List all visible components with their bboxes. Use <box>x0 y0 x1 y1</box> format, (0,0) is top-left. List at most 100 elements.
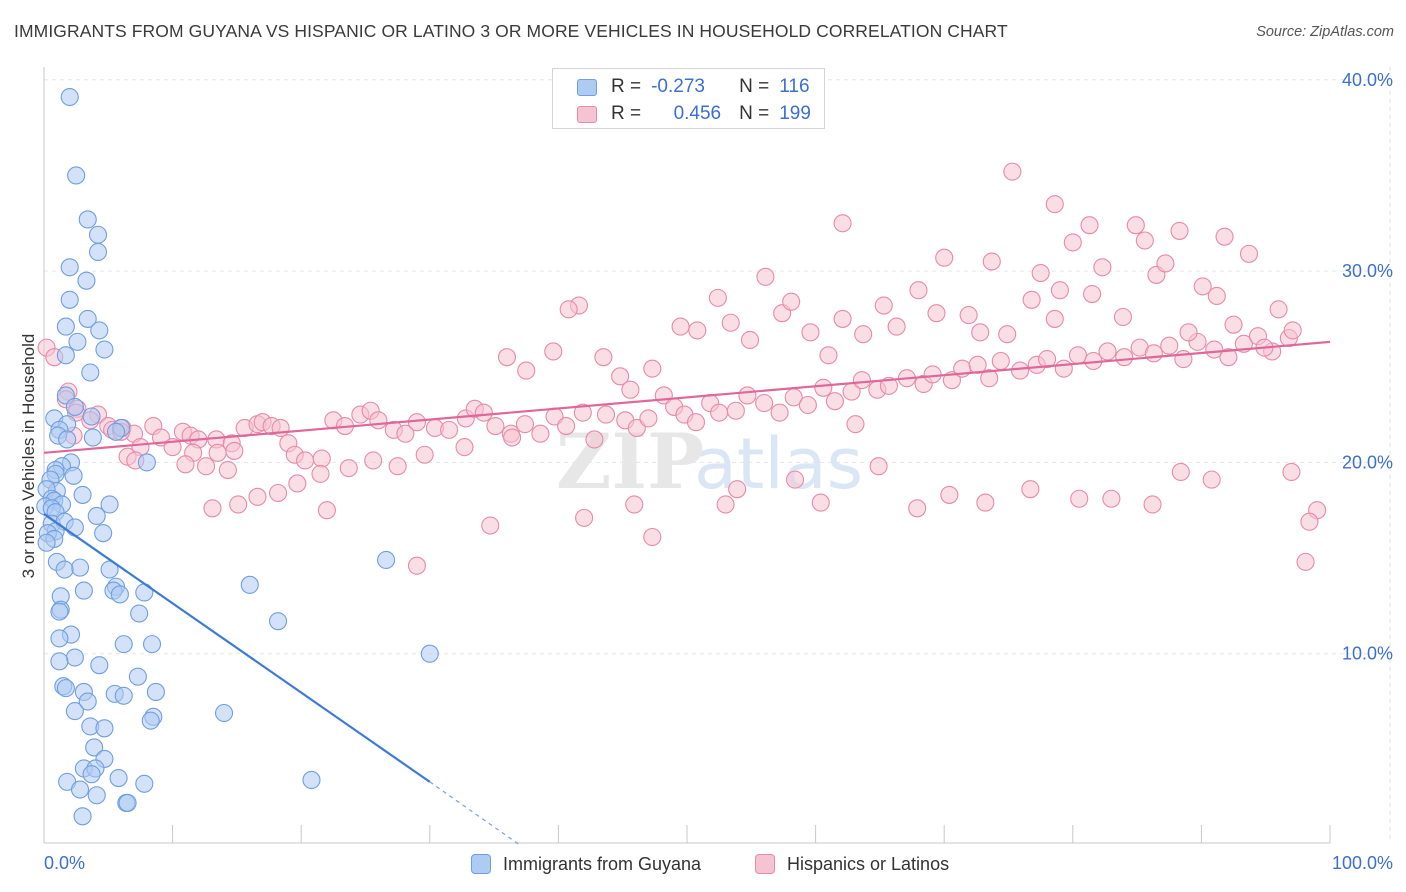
y-tick-label: 30.0% <box>1342 261 1393 281</box>
point-guyana <box>114 686 133 705</box>
point-hispanics <box>976 493 995 512</box>
point-hispanics <box>1219 348 1238 367</box>
point-hispanics <box>1205 340 1224 359</box>
point-hispanics <box>1102 489 1121 508</box>
point-guyana <box>109 768 128 788</box>
point-hispanics <box>388 457 407 476</box>
point-hispanics <box>369 411 388 430</box>
point-hispanics <box>755 394 774 413</box>
point-hispanics <box>1282 462 1301 482</box>
point-hispanics <box>312 449 331 468</box>
point-guyana <box>65 518 84 537</box>
point-guyana <box>377 550 396 570</box>
point-hispanics <box>415 445 434 464</box>
point-hispanics <box>296 451 315 470</box>
legend-item-guyana[interactable]: Immigrants from Guyana <box>471 852 701 876</box>
trend-line-hispanics <box>43 340 1331 454</box>
point-hispanics <box>1296 552 1315 571</box>
point-guyana <box>74 581 93 600</box>
point-guyana <box>58 430 77 449</box>
trend-line-guyana-extension <box>429 781 521 846</box>
trend-line-guyana <box>43 513 431 783</box>
point-guyana <box>50 652 69 671</box>
chart-title: IMMIGRANTS FROM GUYANA VS HISPANIC OR LA… <box>14 21 1008 41</box>
point-guyana <box>85 738 104 757</box>
point-guyana <box>106 422 126 441</box>
point-hispanics <box>1003 162 1022 181</box>
point-hispanics <box>1093 258 1112 277</box>
point-hispanics <box>559 300 578 319</box>
legend-row-hispanics: R = 0.456 N = 199 <box>577 102 811 126</box>
point-guyana <box>56 346 75 365</box>
y-tick-label: 20.0% <box>1342 452 1393 472</box>
point-hispanics <box>311 464 330 483</box>
point-guyana <box>64 466 83 485</box>
point-hispanics <box>1050 281 1069 300</box>
point-guyana <box>110 585 129 604</box>
point-hispanics <box>819 346 838 365</box>
point-hispanics <box>708 288 727 307</box>
point-guyana <box>94 524 113 543</box>
point-hispanics <box>594 348 613 367</box>
point-hispanics <box>825 392 844 411</box>
point-guyana <box>82 407 101 426</box>
point-hispanics <box>515 415 535 434</box>
point-guyana <box>141 711 160 730</box>
point-hispanics <box>927 304 946 323</box>
point-guyana <box>60 290 79 309</box>
point-guyana <box>114 635 133 654</box>
point-hispanics <box>1045 309 1064 328</box>
point-guyana <box>142 635 162 654</box>
r-value-hispanics: 0.456 <box>673 103 722 124</box>
x-tick-label-min: 0.0% <box>44 853 85 873</box>
point-guyana <box>82 765 101 784</box>
point-hispanics <box>1063 233 1082 252</box>
point-hispanics <box>852 371 871 390</box>
point-guyana <box>146 682 165 702</box>
point-hispanics <box>879 376 898 395</box>
point-hispanics <box>1144 344 1163 363</box>
point-hispanics <box>218 461 237 480</box>
legend-item-hispanics[interactable]: Hispanics or Latinos <box>755 852 949 876</box>
point-guyana <box>269 612 288 631</box>
point-hispanics <box>517 361 536 380</box>
r-value-guyana: -0.273 <box>651 76 705 97</box>
point-hispanics <box>585 430 604 449</box>
point-hispanics <box>481 516 500 535</box>
source-credit[interactable]: Source: ZipAtlas.com <box>1256 24 1394 40</box>
legend-label-hispanics: Hispanics or Latinos <box>787 853 950 874</box>
point-hispanics <box>782 292 801 311</box>
point-guyana <box>78 692 97 711</box>
point-guyana <box>55 560 74 579</box>
point-guyana <box>240 575 259 594</box>
point-hispanics <box>756 267 775 286</box>
r-label: R = <box>611 103 642 124</box>
point-hispanics <box>1068 346 1087 365</box>
point-guyana <box>50 602 69 621</box>
point-hispanics <box>998 325 1017 344</box>
point-hispanics <box>814 378 833 397</box>
tick-labels: 10.0% 20.0% 30.0% 40.0% 0.0% 100.0% <box>44 70 1393 873</box>
legend-swatch-guyana <box>577 78 597 96</box>
point-guyana <box>128 667 147 686</box>
point-hispanics <box>621 380 640 399</box>
point-hispanics <box>909 281 928 300</box>
point-hispanics <box>833 309 852 328</box>
point-hispanics <box>710 403 729 422</box>
point-hispanics <box>811 493 830 512</box>
y-tick-label: 40.0% <box>1342 70 1393 90</box>
point-guyana <box>60 258 79 277</box>
point-guyana <box>70 558 90 577</box>
point-guyana <box>83 428 102 447</box>
point-hispanics <box>1070 489 1089 508</box>
point-hispanics <box>1283 321 1302 340</box>
point-guyana <box>88 225 108 244</box>
point-hispanics <box>1207 286 1226 306</box>
point-hispanics <box>1054 359 1073 378</box>
point-hispanics <box>196 457 216 476</box>
point-guyana <box>81 363 100 382</box>
legend-swatch-hispanics <box>577 105 597 123</box>
point-hispanics <box>770 403 789 422</box>
point-hispanics <box>317 501 336 520</box>
